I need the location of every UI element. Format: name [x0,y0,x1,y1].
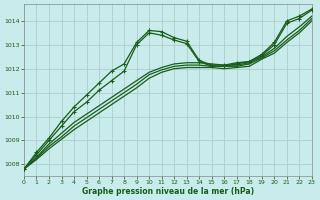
X-axis label: Graphe pression niveau de la mer (hPa): Graphe pression niveau de la mer (hPa) [82,187,254,196]
